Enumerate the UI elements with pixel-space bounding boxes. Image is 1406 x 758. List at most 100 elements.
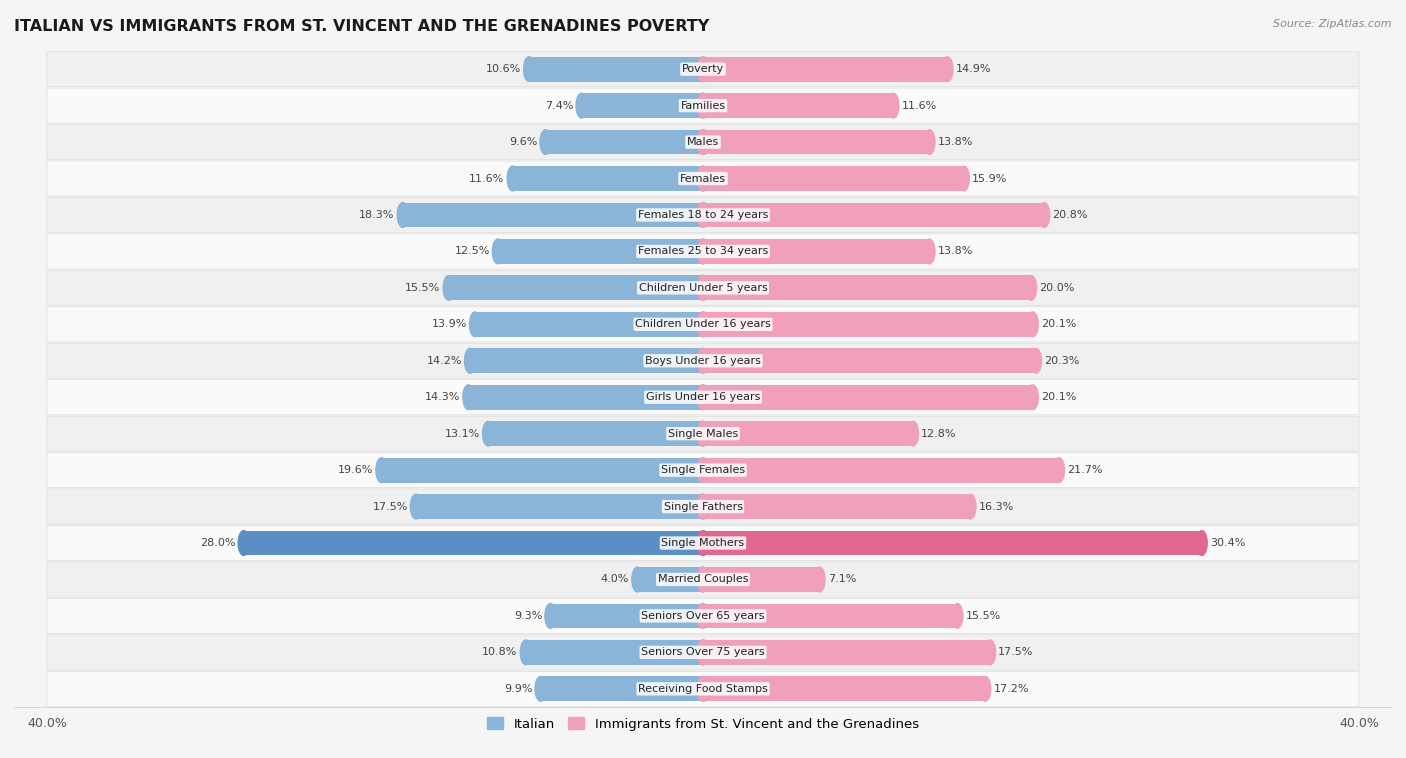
Circle shape: [697, 640, 709, 665]
Text: 7.1%: 7.1%: [828, 575, 856, 584]
Text: 15.5%: 15.5%: [966, 611, 1001, 621]
Bar: [526, 640, 703, 665]
Bar: [404, 202, 703, 227]
Text: Females 18 to 24 years: Females 18 to 24 years: [638, 210, 768, 220]
Circle shape: [523, 57, 534, 82]
Text: 14.3%: 14.3%: [425, 392, 460, 402]
Circle shape: [492, 239, 503, 264]
Circle shape: [697, 349, 709, 373]
Text: Seniors Over 65 years: Seniors Over 65 years: [641, 611, 765, 621]
Text: Poverty: Poverty: [682, 64, 724, 74]
Bar: [703, 676, 986, 701]
Circle shape: [631, 567, 643, 592]
Text: 20.0%: 20.0%: [1039, 283, 1074, 293]
Bar: [703, 603, 957, 628]
Text: 9.3%: 9.3%: [513, 611, 543, 621]
Bar: [381, 458, 703, 483]
FancyBboxPatch shape: [46, 598, 1360, 634]
Circle shape: [1028, 312, 1038, 337]
Text: 13.1%: 13.1%: [444, 429, 479, 439]
Bar: [243, 531, 703, 556]
Circle shape: [697, 57, 709, 82]
Bar: [468, 385, 703, 409]
Circle shape: [984, 640, 995, 665]
Bar: [582, 93, 703, 118]
Circle shape: [411, 494, 422, 519]
Text: 12.8%: 12.8%: [921, 429, 956, 439]
Circle shape: [697, 494, 709, 519]
Text: Females: Females: [681, 174, 725, 183]
Text: 15.9%: 15.9%: [972, 174, 1007, 183]
Text: Source: ZipAtlas.com: Source: ZipAtlas.com: [1274, 19, 1392, 29]
Circle shape: [942, 57, 953, 82]
Bar: [488, 421, 703, 446]
Circle shape: [697, 239, 709, 264]
Text: 9.6%: 9.6%: [509, 137, 537, 147]
Bar: [513, 166, 703, 191]
Bar: [529, 57, 703, 82]
Circle shape: [697, 166, 709, 191]
Circle shape: [697, 458, 709, 483]
Text: Seniors Over 75 years: Seniors Over 75 years: [641, 647, 765, 657]
Circle shape: [1197, 531, 1208, 556]
FancyBboxPatch shape: [46, 307, 1360, 342]
FancyBboxPatch shape: [46, 343, 1360, 378]
Text: Receiving Food Stamps: Receiving Food Stamps: [638, 684, 768, 694]
Circle shape: [697, 312, 709, 337]
Text: Married Couples: Married Couples: [658, 575, 748, 584]
Bar: [498, 239, 703, 264]
Circle shape: [697, 640, 709, 665]
Circle shape: [697, 130, 709, 155]
Bar: [703, 640, 990, 665]
FancyBboxPatch shape: [46, 562, 1360, 597]
Circle shape: [697, 349, 709, 373]
Text: Single Mothers: Single Mothers: [661, 538, 745, 548]
Text: 30.4%: 30.4%: [1209, 538, 1246, 548]
Text: 20.3%: 20.3%: [1045, 356, 1080, 366]
Text: Single Fathers: Single Fathers: [664, 502, 742, 512]
Circle shape: [697, 567, 709, 592]
Circle shape: [697, 57, 709, 82]
Text: 20.8%: 20.8%: [1052, 210, 1088, 220]
Bar: [540, 676, 703, 701]
Text: Children Under 16 years: Children Under 16 years: [636, 319, 770, 329]
Circle shape: [398, 202, 408, 227]
Text: 16.3%: 16.3%: [979, 502, 1014, 512]
Text: 18.3%: 18.3%: [360, 210, 395, 220]
Text: 13.9%: 13.9%: [432, 319, 467, 329]
Text: 20.1%: 20.1%: [1040, 319, 1076, 329]
Text: Single Males: Single Males: [668, 429, 738, 439]
FancyBboxPatch shape: [46, 234, 1360, 269]
Text: 14.2%: 14.2%: [426, 356, 463, 366]
Circle shape: [697, 239, 709, 264]
FancyBboxPatch shape: [46, 124, 1360, 160]
Text: 20.1%: 20.1%: [1040, 392, 1076, 402]
Text: 17.5%: 17.5%: [373, 502, 408, 512]
FancyBboxPatch shape: [46, 635, 1360, 670]
Bar: [703, 93, 893, 118]
Circle shape: [697, 531, 709, 556]
Bar: [546, 130, 703, 155]
Circle shape: [697, 202, 709, 227]
Circle shape: [907, 421, 918, 446]
Text: Girls Under 16 years: Girls Under 16 years: [645, 392, 761, 402]
FancyBboxPatch shape: [46, 271, 1360, 305]
Circle shape: [697, 676, 709, 701]
Circle shape: [697, 202, 709, 227]
Text: 15.5%: 15.5%: [405, 283, 440, 293]
Circle shape: [697, 385, 709, 409]
Circle shape: [470, 312, 481, 337]
Circle shape: [508, 166, 519, 191]
Text: ITALIAN VS IMMIGRANTS FROM ST. VINCENT AND THE GRENADINES POVERTY: ITALIAN VS IMMIGRANTS FROM ST. VINCENT A…: [14, 19, 709, 34]
Circle shape: [697, 494, 709, 519]
Circle shape: [464, 349, 475, 373]
FancyBboxPatch shape: [46, 380, 1360, 415]
Circle shape: [965, 494, 976, 519]
Circle shape: [1025, 275, 1036, 300]
Bar: [637, 567, 703, 592]
Legend: Italian, Immigrants from St. Vincent and the Grenadines: Italian, Immigrants from St. Vincent and…: [482, 712, 924, 736]
Text: 4.0%: 4.0%: [600, 575, 630, 584]
Circle shape: [697, 275, 709, 300]
Circle shape: [238, 531, 249, 556]
Bar: [703, 531, 1202, 556]
